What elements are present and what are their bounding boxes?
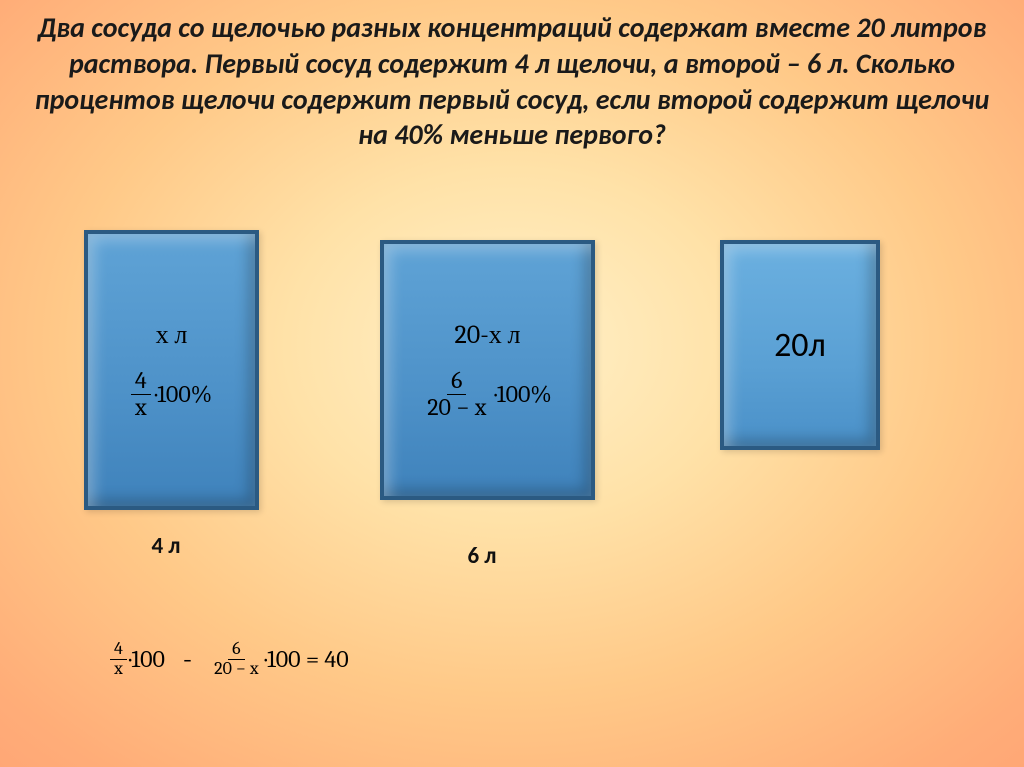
numerator: 4 — [110, 640, 127, 660]
vessel-1: х л 4 x ·100% — [84, 230, 259, 510]
denominator: x — [110, 660, 127, 679]
vessel-2-under-label: 6 л — [468, 542, 497, 570]
formula-tail: ·100% — [155, 380, 212, 408]
vessel-2-volume: 20-х л — [455, 320, 521, 350]
denominator: x — [131, 395, 151, 420]
vessel-1-formula: 4 x ·100% — [131, 368, 212, 419]
problem-title: Два сосуда со щелочью разных концентраци… — [30, 10, 994, 153]
denominator: 20 − x — [423, 395, 490, 420]
term-2-tail: ·100 = 40 — [265, 645, 349, 673]
vessel-2-formula: 6 20 − x ·100% — [423, 368, 552, 419]
term-1-tail: ·100 — [129, 645, 165, 673]
equation: 4 x ·100 - 6 20 − x ·100 = 40 — [110, 640, 349, 679]
vessel-2: 20-х л 6 20 − x ·100% — [380, 240, 595, 500]
fraction: 6 20 − x — [210, 640, 262, 679]
numerator: 6 — [447, 368, 466, 394]
numerator: 4 — [131, 368, 151, 394]
fraction: 6 20 − x — [423, 368, 490, 419]
vessel-1-under-label: 4 л — [152, 532, 181, 560]
vessel-1-volume: х л — [156, 320, 188, 350]
vessel-3: 20л — [720, 240, 880, 450]
numerator: 6 — [228, 640, 244, 660]
denominator: 20 − x — [210, 660, 262, 679]
vessel-3-label: 20л — [774, 325, 826, 366]
formula-tail: ·100% — [494, 380, 551, 408]
fraction: 4 x — [110, 640, 127, 679]
minus-sign: - — [183, 643, 192, 675]
fraction: 4 x — [131, 368, 151, 419]
